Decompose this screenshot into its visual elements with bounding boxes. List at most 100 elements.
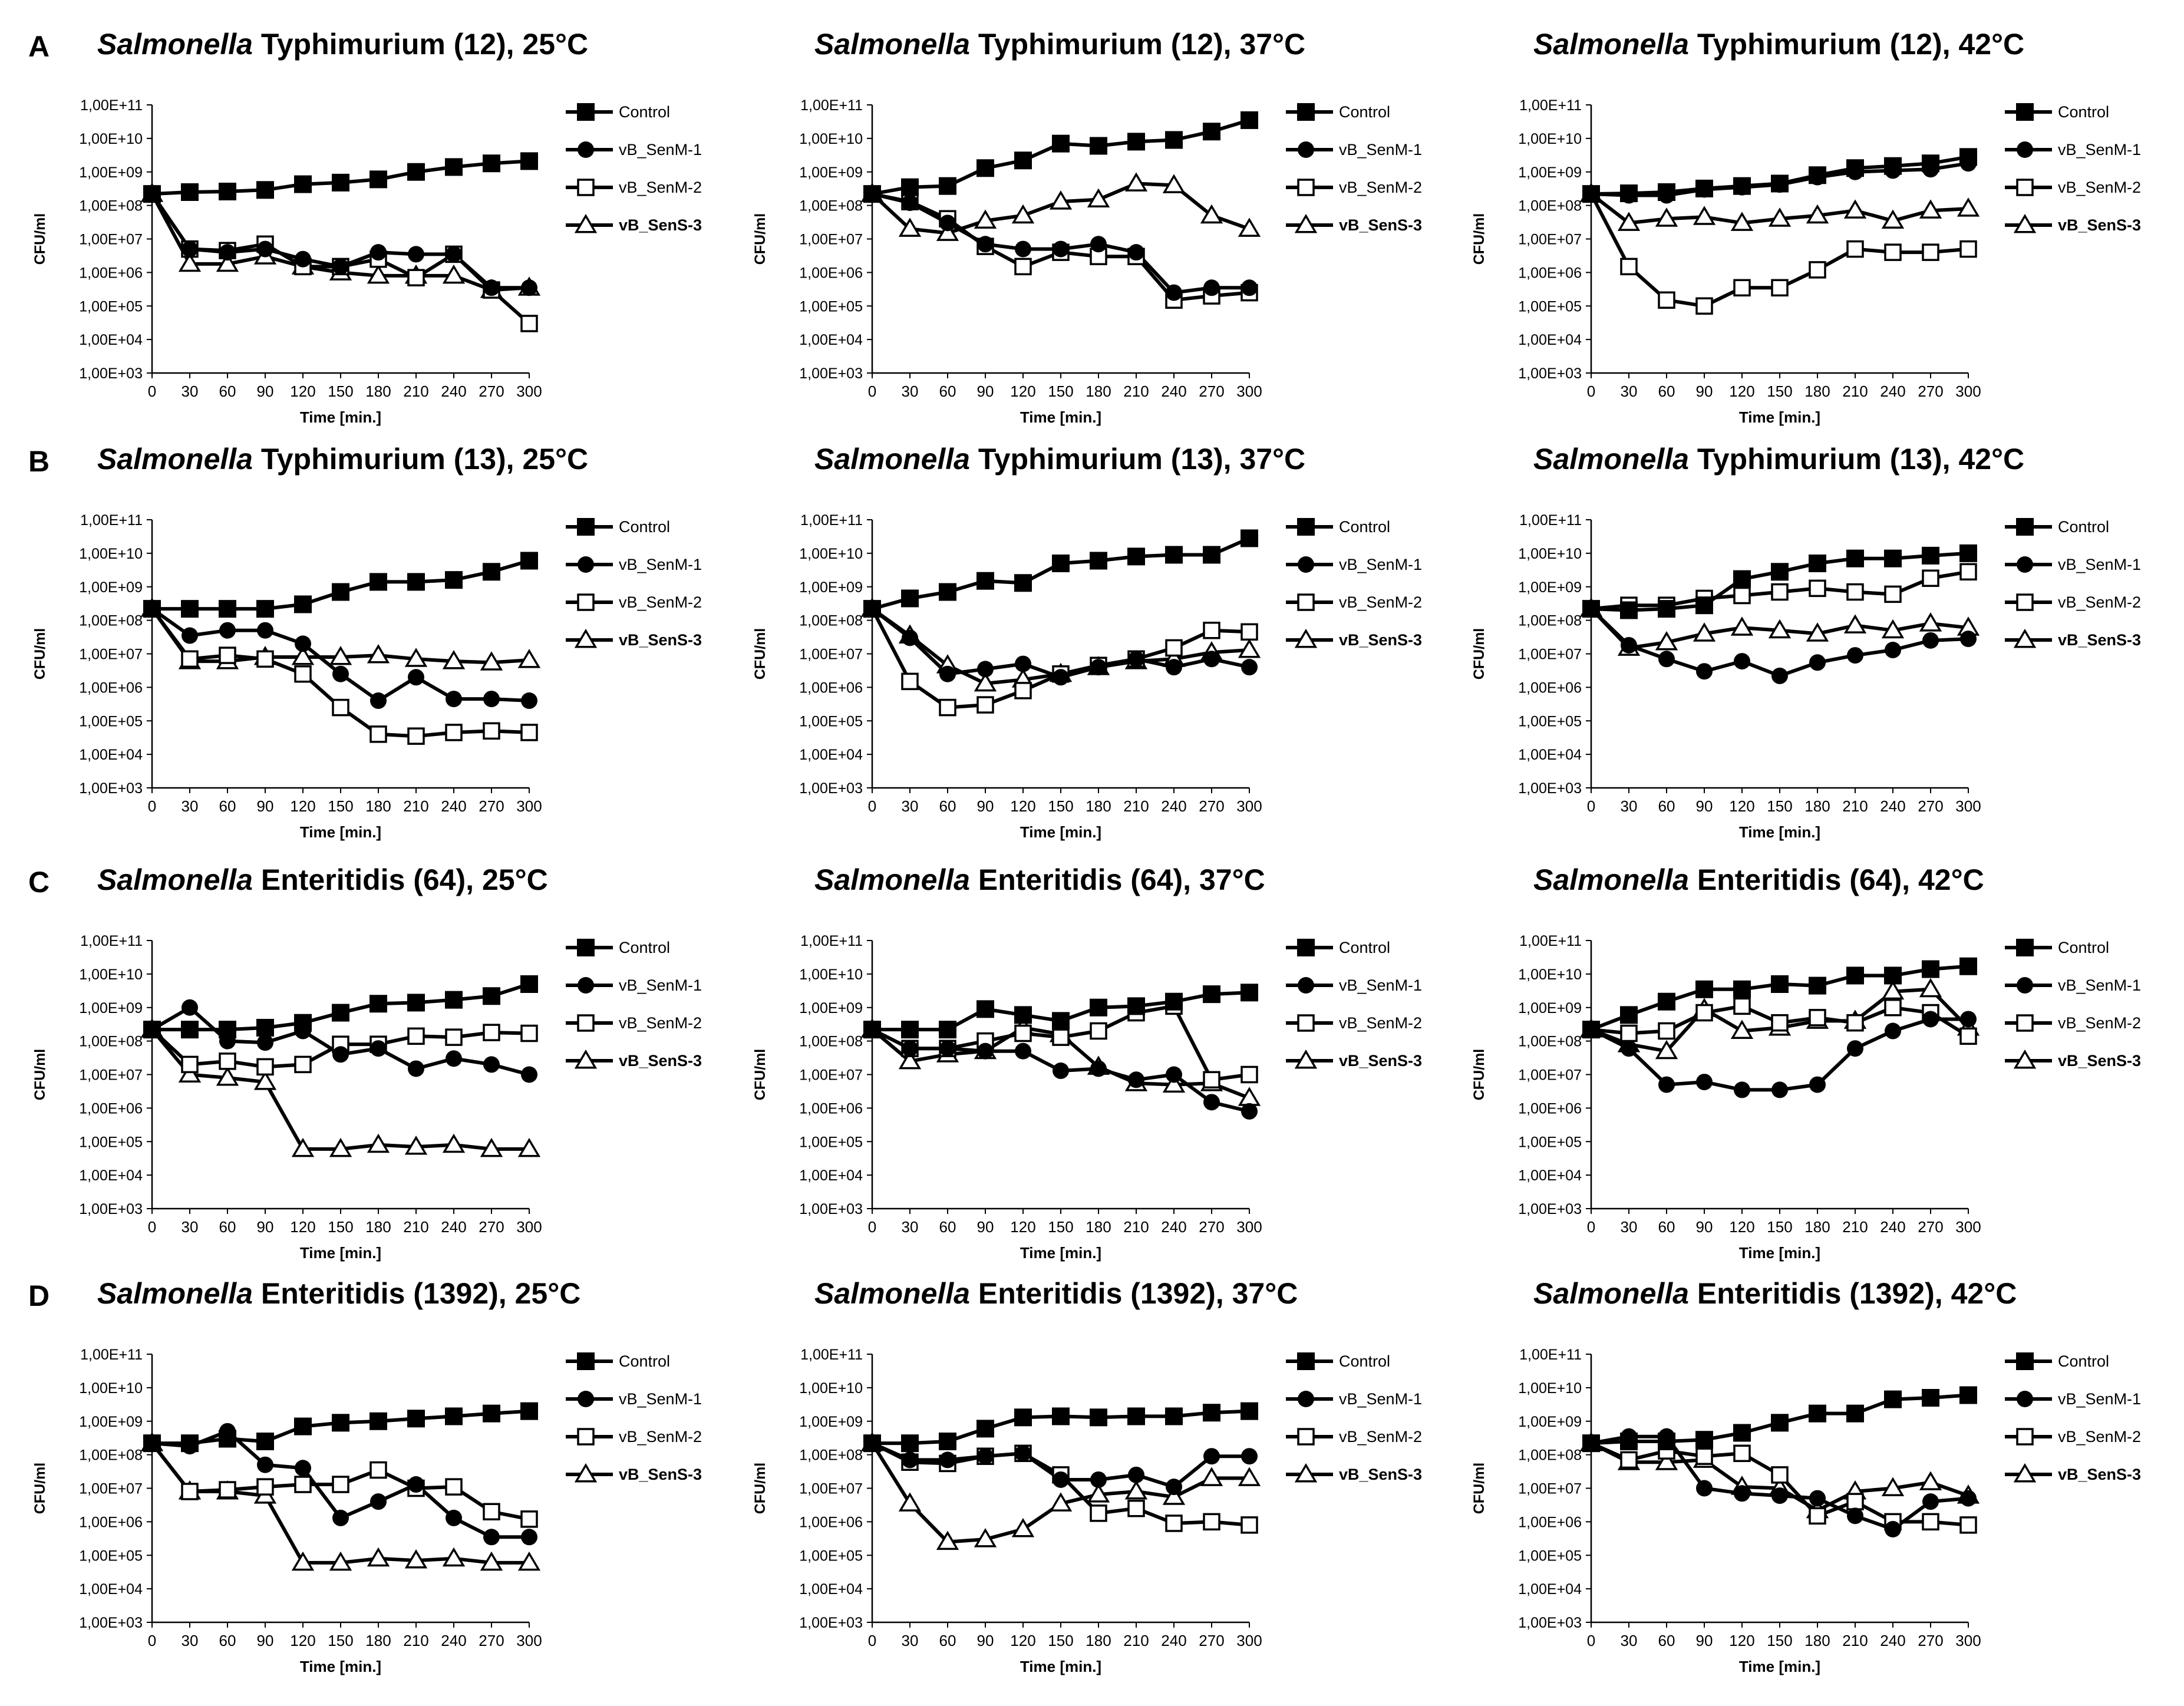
point-vb-sens-3	[1768, 207, 1792, 227]
point-control	[1733, 177, 1751, 195]
point-control	[976, 1000, 994, 1018]
x-tick-label: 240	[441, 1632, 466, 1649]
point-vb-sens-3	[178, 1063, 202, 1083]
point-control	[1846, 159, 1864, 177]
point-vb-sens-3	[367, 1133, 390, 1153]
legend-marker-vb-sens-3	[2013, 213, 2037, 233]
y-axis-label: CFU/ml	[1471, 628, 1487, 680]
x-tick-label: 0	[148, 382, 156, 400]
y-tick-label: 1,00E+06	[1518, 265, 1582, 281]
point-vb-senm-1	[1053, 669, 1069, 686]
legend-label-control: Control	[2058, 939, 2109, 956]
point-vb-sens-3	[974, 209, 997, 229]
legend-marker-vb-senm-2	[2016, 1428, 2034, 1446]
point-control	[863, 600, 881, 618]
x-tick-label: 30	[1621, 382, 1638, 400]
x-tick-label: 30	[182, 1632, 199, 1649]
point-vb-senm-1	[902, 1040, 918, 1057]
point-control	[1090, 998, 1107, 1017]
point-control	[1620, 601, 1638, 619]
x-tick-label: 270	[1199, 382, 1224, 400]
y-tick-label: 1,00E+03	[79, 780, 143, 797]
y-tick-label: 1,00E+04	[79, 1581, 143, 1598]
x-axis-label: Time [min.]	[300, 1244, 381, 1262]
point-control	[1884, 549, 1902, 567]
point-vb-senm-1	[1090, 659, 1107, 676]
x-tick-label: 0	[148, 797, 156, 815]
point-vb-senm-1	[257, 240, 273, 258]
chart-title: Salmonella Typhimurium (13), 42°C	[1533, 443, 2024, 476]
y-tick-label: 1,00E+09	[79, 1000, 143, 1017]
legend-marker-control	[577, 939, 595, 956]
point-vb-senm-2	[1127, 1499, 1145, 1517]
y-axis-label: CFU/ml	[1471, 1463, 1487, 1514]
y-tick-label: 1,00E+07	[79, 1067, 143, 1084]
x-tick-label: 0	[868, 797, 876, 815]
legend-label-control: Control	[2058, 1352, 2109, 1370]
point-control	[1241, 1402, 1258, 1420]
point-vb-senm-1	[1166, 284, 1182, 301]
point-control	[976, 1420, 994, 1438]
legend-marker-vb-senm-2	[1297, 593, 1315, 611]
point-vb-sens-3	[1162, 1073, 1186, 1093]
point-control	[370, 995, 387, 1013]
point-control	[520, 152, 538, 170]
x-tick-label: 210	[1842, 1218, 1868, 1236]
point-control	[1733, 980, 1751, 998]
point-control	[143, 1434, 161, 1453]
point-vb-senm-1	[1203, 279, 1220, 296]
legend-label-control: Control	[1339, 939, 1390, 956]
y-tick-label: 1,00E+09	[1518, 1000, 1582, 1017]
x-tick-label: 240	[1880, 382, 1905, 400]
point-vb-sens-3	[1843, 614, 1867, 633]
y-tick-label: 1,00E+09	[799, 579, 863, 596]
point-vb-senm-1	[182, 240, 198, 258]
legend-marker-vb-sens-3	[2013, 628, 2037, 648]
point-control	[1884, 1390, 1902, 1408]
point-control	[332, 173, 349, 192]
point-vb-sens-3	[1693, 622, 1716, 642]
x-tick-label: 150	[1048, 382, 1073, 400]
point-control	[1884, 966, 1902, 985]
x-tick-label: 0	[1587, 1218, 1595, 1236]
point-control	[1203, 546, 1220, 564]
point-control	[863, 1434, 881, 1453]
point-vb-senm-2	[1733, 997, 1751, 1015]
point-control	[332, 1004, 349, 1022]
x-tick-label: 300	[1236, 1632, 1262, 1649]
legend-marker-control	[577, 103, 595, 121]
point-vb-senm-2	[294, 1055, 312, 1074]
x-tick-label: 0	[1587, 797, 1595, 815]
legend-label-vb-senm-2: vB_SenM-2	[619, 1428, 702, 1446]
y-tick-label: 1,00E+11	[80, 97, 143, 114]
y-tick-label: 1,00E+04	[1518, 1167, 1582, 1184]
point-vb-senm-1	[483, 1529, 500, 1546]
legend-marker-vb-senm-2	[577, 1014, 595, 1032]
x-tick-label: 210	[1842, 382, 1868, 400]
point-vb-sens-3	[442, 264, 466, 284]
point-vb-senm-1	[1015, 1042, 1031, 1060]
point-control	[1165, 546, 1183, 564]
y-tick-label: 1,00E+05	[799, 298, 863, 315]
point-control	[1241, 529, 1258, 547]
legend-label-vb-senm-1: vB_SenM-1	[1339, 976, 1422, 994]
y-tick-label: 1,00E+03	[799, 780, 863, 797]
point-vb-senm-2	[181, 1483, 199, 1500]
legend-marker-vb-sens-3	[574, 1049, 598, 1069]
y-tick-label: 1,00E+03	[1518, 365, 1582, 382]
legend-label-vb-sens-3: vB_SenS-3	[1339, 631, 1422, 649]
point-control	[445, 991, 463, 1009]
legend-label-vb-sens-3: vB_SenS-3	[2058, 216, 2141, 234]
point-vb-senm-1	[1809, 1076, 1826, 1093]
point-vb-sens-3	[404, 1549, 428, 1569]
point-vb-senm-1	[902, 194, 918, 212]
x-tick-label: 30	[182, 797, 199, 815]
y-axis-label: CFU/ml	[752, 628, 768, 680]
point-vb-sens-3	[442, 650, 466, 669]
point-vb-senm-1	[219, 244, 236, 261]
point-vb-senm-2	[1846, 583, 1864, 601]
y-axis-label: CFU/ml	[752, 1049, 768, 1101]
point-vb-senm-1	[295, 1460, 311, 1477]
x-tick-label: 150	[328, 1218, 353, 1236]
x-tick-label: 270	[479, 382, 504, 400]
